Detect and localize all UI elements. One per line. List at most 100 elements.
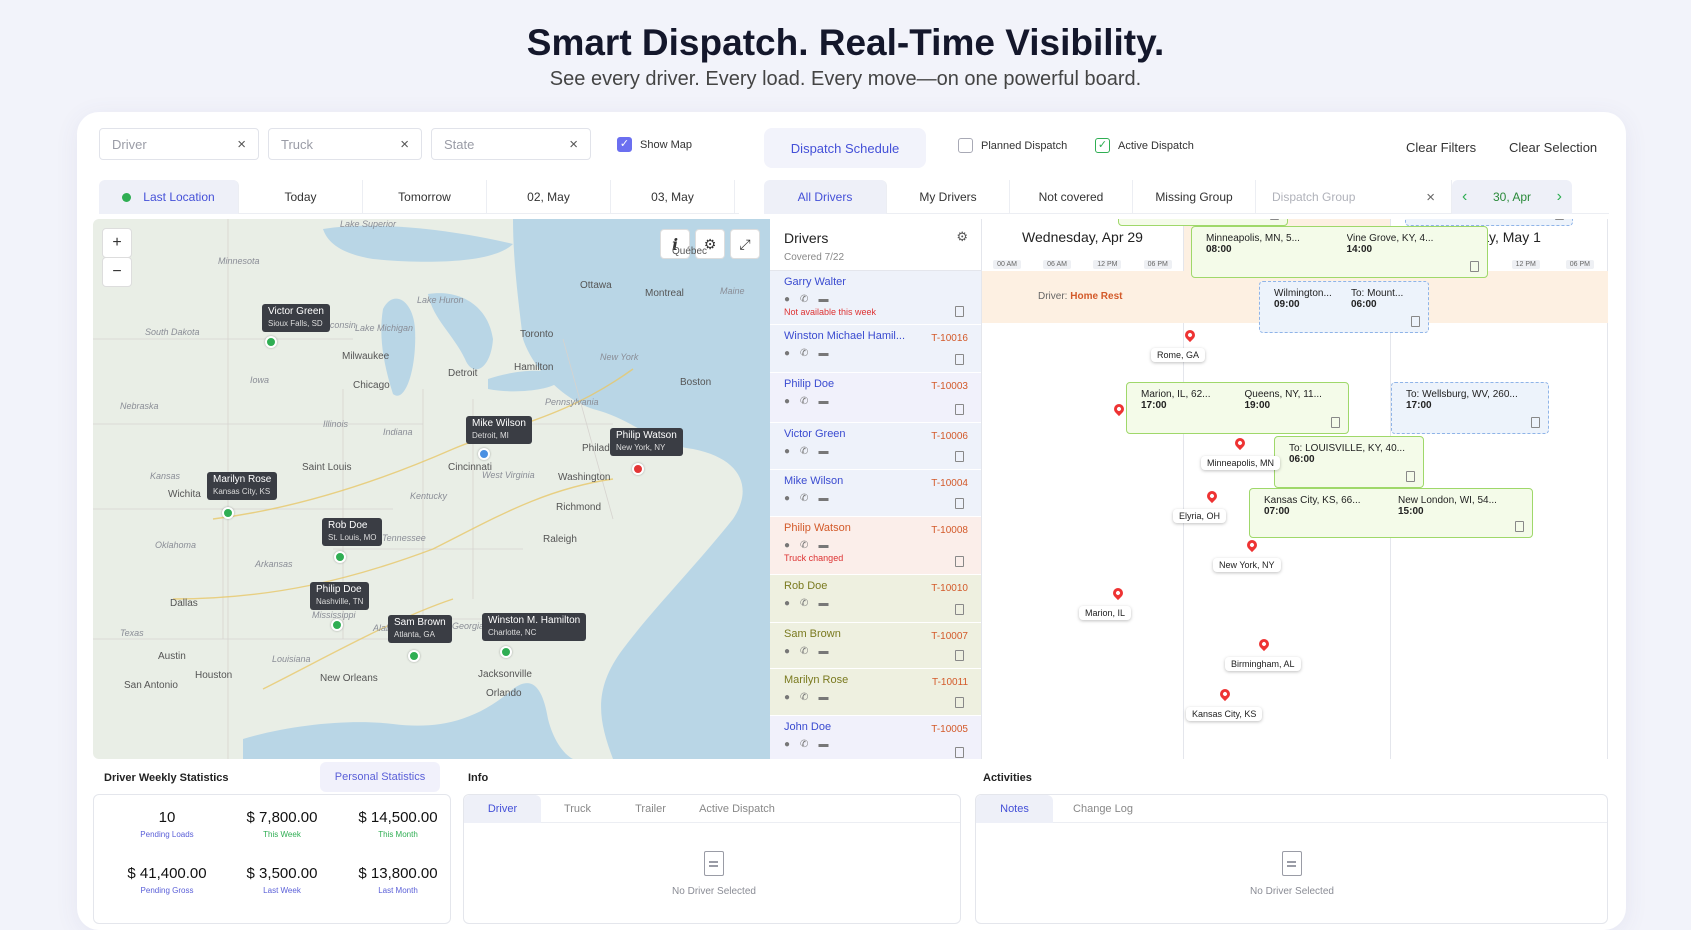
truck-icon[interactable]: ▬	[818, 540, 839, 551]
driver-pin-label[interactable]: Rob Doe St. Louis, MO	[322, 518, 383, 546]
location-pin-icon[interactable]	[500, 646, 512, 658]
phone-icon[interactable]: ✆	[800, 446, 819, 457]
person-icon[interactable]: ●	[784, 348, 801, 359]
dispatch-schedule-button[interactable]: Dispatch Schedule	[764, 128, 926, 168]
copy-icon[interactable]	[955, 354, 964, 365]
dispatch-event[interactable]: Wilmington... 09:00 To: Mount... 06:00	[1259, 281, 1429, 333]
zoom-in-button[interactable]: +	[102, 228, 132, 258]
driver-name[interactable]: Rob Doe	[784, 580, 828, 592]
person-icon[interactable]: ●	[784, 540, 801, 551]
tab-trailer[interactable]: Trailer	[635, 803, 666, 815]
person-icon[interactable]: ●	[784, 294, 801, 305]
clear-icon[interactable]: ×	[1426, 188, 1435, 206]
copy-icon[interactable]	[955, 451, 964, 462]
map-view[interactable]: + − i ⚙ ⤢ Ottawa Montreal Québec Toronto Mil…	[93, 219, 770, 759]
copy-icon[interactable]	[1515, 521, 1524, 532]
clear-filters-button[interactable]: Clear Filters	[1406, 140, 1477, 155]
truck-icon[interactable]: ▬	[818, 739, 839, 750]
copy-icon[interactable]	[955, 306, 964, 317]
tab-may-02[interactable]: 02, May	[487, 180, 611, 214]
active-dispatch-checkbox[interactable]: ✓ Active Dispatch	[1095, 138, 1194, 153]
person-icon[interactable]: ●	[784, 646, 801, 657]
fullscreen-icon[interactable]: ⤢	[730, 229, 760, 259]
phone-icon[interactable]: ✆	[800, 646, 819, 657]
clear-icon[interactable]: ×	[400, 135, 409, 153]
truck-icon[interactable]: ▬	[818, 646, 839, 657]
personal-statistics-tab[interactable]: Personal Statistics	[320, 762, 440, 792]
tab-today[interactable]: Today	[239, 180, 363, 214]
location-pin-icon[interactable]	[331, 619, 343, 631]
tab-active-dispatch[interactable]: Active Dispatch	[699, 803, 775, 815]
phone-icon[interactable]: ✆	[800, 692, 819, 703]
driver-pin-label[interactable]: Philip Doe Nashville, TN	[310, 582, 370, 610]
dispatch-event[interactable]: Marion, IL, 62... 17:00 Queens, NY, 11... 1…	[1126, 382, 1349, 434]
driver-pin-label[interactable]: Philip Watson New York, NY	[610, 428, 683, 456]
tab-last-location[interactable]: Last Location	[99, 180, 239, 214]
tab-tomorrow[interactable]: Tomorrow	[363, 180, 487, 214]
tab-all-drivers[interactable]: All Drivers	[764, 180, 887, 214]
driver-filter[interactable]: Driver ×	[99, 128, 259, 160]
dispatch-event[interactable]: To: Wilmington, OH, 451...12:00	[1118, 219, 1288, 226]
truck-icon[interactable]: ▬	[818, 348, 839, 359]
driver-name[interactable]: Marilyn Rose	[784, 674, 849, 686]
tab-notes[interactable]: Notes	[976, 795, 1053, 823]
driver-pin-label[interactable]: Mike Wilson Detroit, MI	[466, 416, 532, 444]
tab-missing-group[interactable]: Missing Group	[1133, 180, 1256, 214]
driver-name[interactable]: Victor Green	[784, 428, 846, 440]
driver-name[interactable]: Sam Brown	[784, 628, 841, 640]
driver-name[interactable]: Mike Wilson	[784, 475, 844, 487]
driver-pin-label[interactable]: Sam Brown Atlanta, GA	[388, 615, 452, 643]
phone-icon[interactable]: ✆	[800, 739, 819, 750]
person-icon[interactable]: ●	[784, 739, 801, 750]
phone-icon[interactable]: ✆	[800, 348, 819, 359]
copy-icon[interactable]	[955, 498, 964, 509]
copy-icon[interactable]	[955, 650, 964, 661]
person-icon[interactable]: ●	[784, 692, 801, 703]
dispatch-event[interactable]: To: LOUISVILLE, KY, 40... 06:00	[1274, 436, 1424, 488]
copy-icon[interactable]	[955, 604, 964, 615]
dispatch-event[interactable]: Kansas City, KS, 66... 07:00 New London, W…	[1249, 488, 1533, 538]
truck-icon[interactable]: ▬	[818, 396, 839, 407]
zoom-out-button[interactable]: −	[102, 257, 132, 287]
driver-name[interactable]: Garry Walter	[784, 276, 846, 288]
location-pin-icon[interactable]	[632, 463, 644, 475]
copy-icon[interactable]	[955, 697, 964, 708]
truck-icon[interactable]: ▬	[818, 294, 839, 305]
driver-row[interactable]: Mike Wilson T-10004 ●✆▬	[770, 470, 981, 517]
person-icon[interactable]: ●	[784, 446, 801, 457]
planned-dispatch-checkbox[interactable]: Planned Dispatch	[958, 138, 1067, 153]
tab-not-covered[interactable]: Not covered	[1010, 180, 1133, 214]
tab-my-drivers[interactable]: My Drivers	[887, 180, 1010, 214]
driver-name[interactable]: Philip Watson	[784, 522, 851, 534]
person-icon[interactable]: ●	[784, 598, 801, 609]
dispatch-group-select[interactable]: Dispatch Group ×	[1256, 180, 1452, 214]
location-pin-icon[interactable]	[478, 448, 490, 460]
location-pin-icon[interactable]	[408, 650, 420, 662]
copy-icon[interactable]	[1411, 316, 1420, 327]
copy-icon[interactable]	[1555, 219, 1564, 220]
tab-driver[interactable]: Driver	[464, 795, 541, 823]
driver-row[interactable]: John Doe T-10005 ●✆▬	[770, 716, 981, 759]
driver-name[interactable]: John Doe	[784, 721, 832, 733]
chevron-right-icon[interactable]: ›	[1556, 188, 1562, 205]
copy-icon[interactable]	[955, 747, 964, 758]
driver-pin-label[interactable]: Winston M. Hamilton Charlotte, NC	[482, 613, 587, 641]
copy-icon[interactable]	[955, 556, 964, 567]
clear-icon[interactable]: ×	[569, 135, 578, 153]
copy-icon[interactable]	[1331, 417, 1340, 428]
copy-icon[interactable]	[1470, 261, 1479, 272]
person-icon[interactable]: ●	[784, 493, 801, 504]
driver-row[interactable]: Sam Brown T-10007 ●✆▬	[770, 623, 981, 669]
phone-icon[interactable]: ✆	[800, 540, 819, 551]
clear-icon[interactable]: ×	[237, 135, 246, 153]
gear-icon[interactable]: ⚙	[956, 229, 968, 244]
tab-change-log[interactable]: Change Log	[1073, 803, 1133, 815]
truck-icon[interactable]: ▬	[818, 446, 839, 457]
state-filter[interactable]: State ×	[431, 128, 591, 160]
driver-name[interactable]: Winston Michael Hamil...	[784, 330, 906, 342]
phone-icon[interactable]: ✆	[800, 493, 819, 504]
truck-icon[interactable]: ▬	[818, 692, 839, 703]
info-icon[interactable]: i	[660, 229, 690, 259]
tab-may-03[interactable]: 03, May	[611, 180, 735, 214]
